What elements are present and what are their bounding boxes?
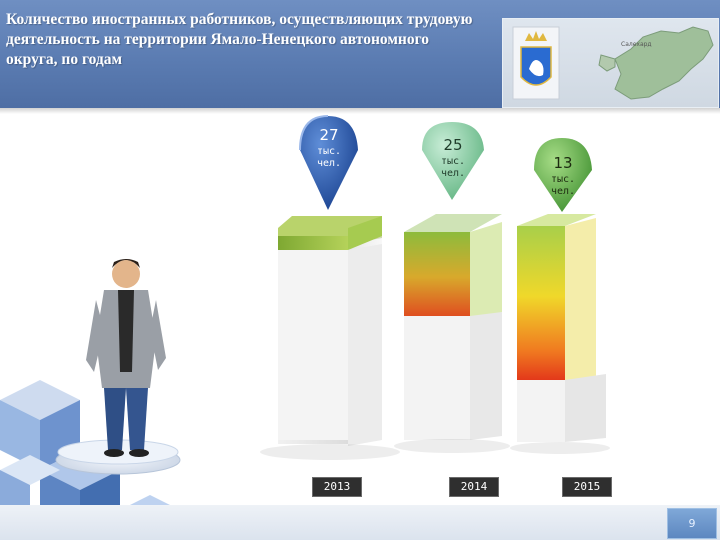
value-label-2013: 27 тыс. чел. [300,127,358,170]
value-label-2014: 25 тыс. чел. [422,137,484,180]
person-illustration [55,259,181,475]
year-label-2015: 2015 [562,477,612,497]
slide-title: Количество иностранных работников, осуще… [6,11,473,68]
region-map: Салехард [512,26,714,100]
region-shape [614,26,714,100]
map-city-label: Салехард [621,41,652,48]
pin-2014 [422,122,484,200]
bar-2014 [394,214,510,453]
map-panel: Салехард [502,18,719,108]
unit-2013: тыс. чел. [316,146,342,169]
year-label-2014: 2014 [449,477,499,497]
bar-2013 [260,216,400,460]
unit-2014: тыс. чел. [440,156,466,179]
value-2013: 27 [319,126,339,144]
value-2014: 25 [443,136,463,154]
page-number: 9 [667,508,717,539]
bar-2015 [510,214,610,454]
footer-bar [0,505,720,540]
coat-of-arms-icon [512,26,560,100]
unit-2015: тыс. чел. [550,174,576,197]
value-label-2015: 13 тыс. чел. [534,155,592,198]
value-2015: 13 [553,154,573,172]
pin-2015 [534,138,592,212]
pin-2013 [299,115,358,210]
year-label-2013: 2013 [312,477,362,497]
